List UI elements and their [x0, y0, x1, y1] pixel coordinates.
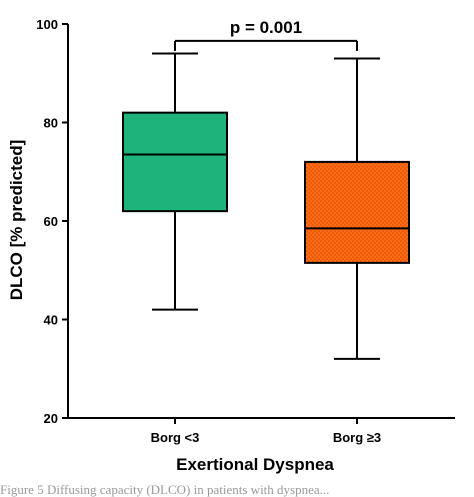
- y-axis: 20 40 60 80 100: [36, 17, 69, 426]
- x-tick-label: Borg ≥3: [333, 430, 381, 445]
- x-axis: Borg <3 Borg ≥3: [68, 417, 455, 445]
- iqr-box: [122, 111, 228, 213]
- y-tick-label: 100: [36, 17, 58, 32]
- iqr-box: [304, 160, 410, 264]
- box-group-1: [122, 52, 228, 311]
- box-group-2: [304, 57, 410, 360]
- significance-annotation: p = 0.001: [174, 18, 358, 51]
- x-tick-label: Borg <3: [151, 430, 200, 445]
- y-tick-label: 20: [44, 411, 58, 426]
- box-plot: 20 40 60 80 100 Borg <3 Borg ≥3 p = 0.001 DLC…: [7, 17, 455, 474]
- figure-caption: Figure 5 Diffusing capacity (DLCO) in pa…: [0, 482, 330, 497]
- y-tick-label: 60: [44, 214, 58, 229]
- y-tick-label: 80: [44, 116, 58, 131]
- y-tick-label: 40: [44, 313, 58, 328]
- y-axis-title: DLCO [% predicted]: [7, 140, 26, 301]
- x-axis-title: Exertional Dyspnea: [176, 455, 334, 474]
- boxes: [122, 52, 410, 360]
- p-value-label: p = 0.001: [230, 18, 302, 37]
